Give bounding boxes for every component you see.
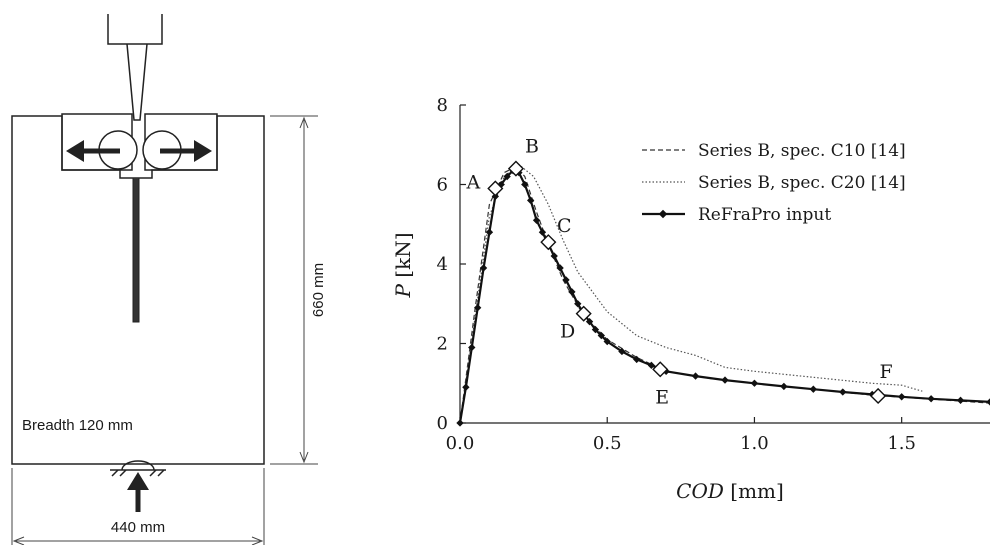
point-label-D: D — [560, 321, 575, 343]
series-marker — [521, 180, 529, 189]
point-label-F: F — [880, 361, 893, 383]
point-label-E: E — [655, 386, 669, 408]
point-marker-A — [487, 180, 504, 197]
series-marker — [647, 361, 656, 370]
x-tick-label: 0.0 — [446, 433, 475, 454]
y-axis-label-unit: [kN] — [391, 232, 415, 284]
series-marker — [538, 228, 547, 236]
legend-entry-refrapro: ReFraPro input — [642, 205, 831, 225]
series-marker — [603, 337, 611, 346]
point-marker-E — [652, 361, 669, 378]
splitting-arrow-right — [160, 140, 212, 162]
series-marker — [591, 325, 600, 334]
point-marker-C — [540, 234, 557, 251]
x-ticks: 0.0 0.5 1.0 1.5 — [446, 417, 916, 454]
series-marker — [750, 379, 759, 387]
series-marker — [597, 331, 606, 340]
y-axis-label-symbol: P — [391, 284, 415, 299]
y-tick-label: 4 — [437, 254, 448, 275]
wedge-fixture — [107, 14, 163, 121]
series-marker — [479, 264, 488, 272]
series-marker — [809, 385, 818, 393]
series-marker — [456, 419, 464, 427]
series-marker — [956, 396, 965, 405]
x-tick-label: 1.5 — [887, 433, 916, 454]
series-marker — [780, 382, 788, 391]
series-marker — [721, 376, 729, 384]
y-tick-label: 2 — [437, 334, 448, 355]
series-marker — [550, 252, 558, 260]
series-marker — [839, 388, 847, 396]
x-axis-label-symbol: COD — [676, 479, 724, 503]
x-tick-label: 1.0 — [740, 433, 769, 454]
series-line-1 — [459, 163, 923, 424]
legend: Series B, spec. C10 [14] Series B, spec.… — [642, 141, 906, 225]
series-marker — [691, 372, 700, 380]
legend-label-refrapro: ReFraPro input — [698, 205, 831, 225]
series-marker — [585, 317, 594, 326]
legend-label-c10: Series B, spec. C10 [14] — [698, 141, 906, 161]
height-label: 660 mm — [310, 263, 327, 317]
legend-entry-c10: Series B, spec. C10 [14] — [642, 141, 906, 161]
series-marker — [462, 383, 470, 391]
width-dimension — [11, 468, 265, 545]
support — [110, 460, 166, 477]
x-tick-label: 0.5 — [593, 433, 622, 454]
width-label: 440 mm — [111, 519, 165, 536]
x-axis-label-unit: [mm] — [724, 479, 784, 503]
point-label-C: C — [557, 215, 572, 237]
chart: 0.0 0.5 1.0 1.5 0 2 4 6 8 COD [mm] P [kN] A B C D E… — [391, 95, 990, 503]
y-tick-label: 6 — [437, 175, 448, 196]
series-marker — [503, 172, 511, 181]
series-marker — [986, 398, 990, 406]
series-marker — [532, 216, 541, 224]
y-axis-label: P [kN] — [391, 232, 415, 298]
specimen-diagram: 660 mm 440 mm Breadth 120 mm — [11, 14, 327, 545]
series-layer — [456, 163, 990, 427]
series-marker — [473, 304, 482, 312]
series-marker — [568, 288, 576, 296]
height-dimension — [270, 115, 318, 465]
legend-label-c20: Series B, spec. C20 [14] — [698, 173, 906, 193]
legend-entry-c20: Series B, spec. C20 [14] — [642, 173, 906, 193]
y-ticks: 0 2 4 6 8 — [437, 95, 466, 434]
series-marker — [556, 264, 564, 272]
breadth-label: Breadth 120 mm — [22, 417, 133, 434]
y-tick-label: 8 — [437, 95, 448, 116]
points-layer: A B C D E F — [465, 136, 892, 409]
series-marker — [632, 355, 641, 364]
y-tick-label: 0 — [437, 413, 448, 434]
support-arrow — [127, 472, 149, 512]
notch — [132, 178, 140, 323]
series-marker — [468, 343, 476, 352]
point-label-B: B — [525, 136, 539, 158]
x-axis-label: COD [mm] — [676, 479, 784, 503]
series-marker — [927, 395, 935, 403]
point-label-A: A — [465, 171, 480, 193]
point-marker-F — [870, 387, 887, 405]
point-marker-D — [575, 305, 592, 322]
series-marker — [618, 347, 626, 356]
series-marker — [897, 393, 906, 401]
series-marker — [574, 300, 582, 308]
series-marker — [562, 276, 570, 284]
splitting-arrow-left — [66, 140, 120, 162]
series-marker — [526, 196, 535, 205]
point-marker-B — [507, 160, 525, 177]
